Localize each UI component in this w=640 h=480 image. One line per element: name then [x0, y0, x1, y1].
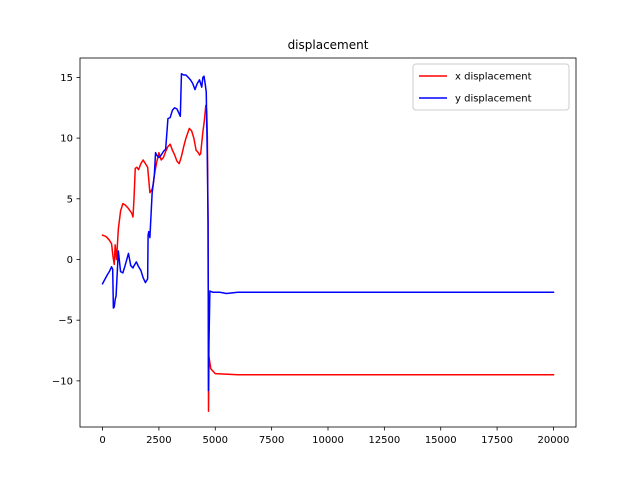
- legend: x displacement y displacement: [412, 63, 570, 111]
- y-tick-label: 0: [67, 255, 73, 266]
- x-tick-label: 20000: [538, 435, 570, 446]
- legend-label: x displacement: [455, 72, 532, 83]
- x-tick-label: 7500: [259, 435, 284, 446]
- x-tick-label: 0: [99, 435, 105, 446]
- x-tick-label: 15000: [425, 435, 457, 446]
- x-tick-label: 12500: [368, 435, 400, 446]
- y-tick-label: 5: [67, 194, 73, 205]
- x-tick-label: 5000: [203, 435, 228, 446]
- x-tick-label: 2500: [146, 435, 171, 446]
- y-tick-label: 15: [60, 73, 73, 84]
- chart-title: displacement: [288, 38, 369, 52]
- x-tick-label: 10000: [312, 435, 344, 446]
- y-tick-label: 10: [60, 134, 73, 145]
- series-line-y-displacement: [101, 73, 555, 392]
- x-tick-label: 17500: [481, 435, 513, 446]
- y-tick-label: −10: [52, 376, 73, 387]
- legend-box: [412, 63, 570, 111]
- y-tick-label: −5: [58, 316, 73, 327]
- legend-label: y displacement: [455, 94, 532, 105]
